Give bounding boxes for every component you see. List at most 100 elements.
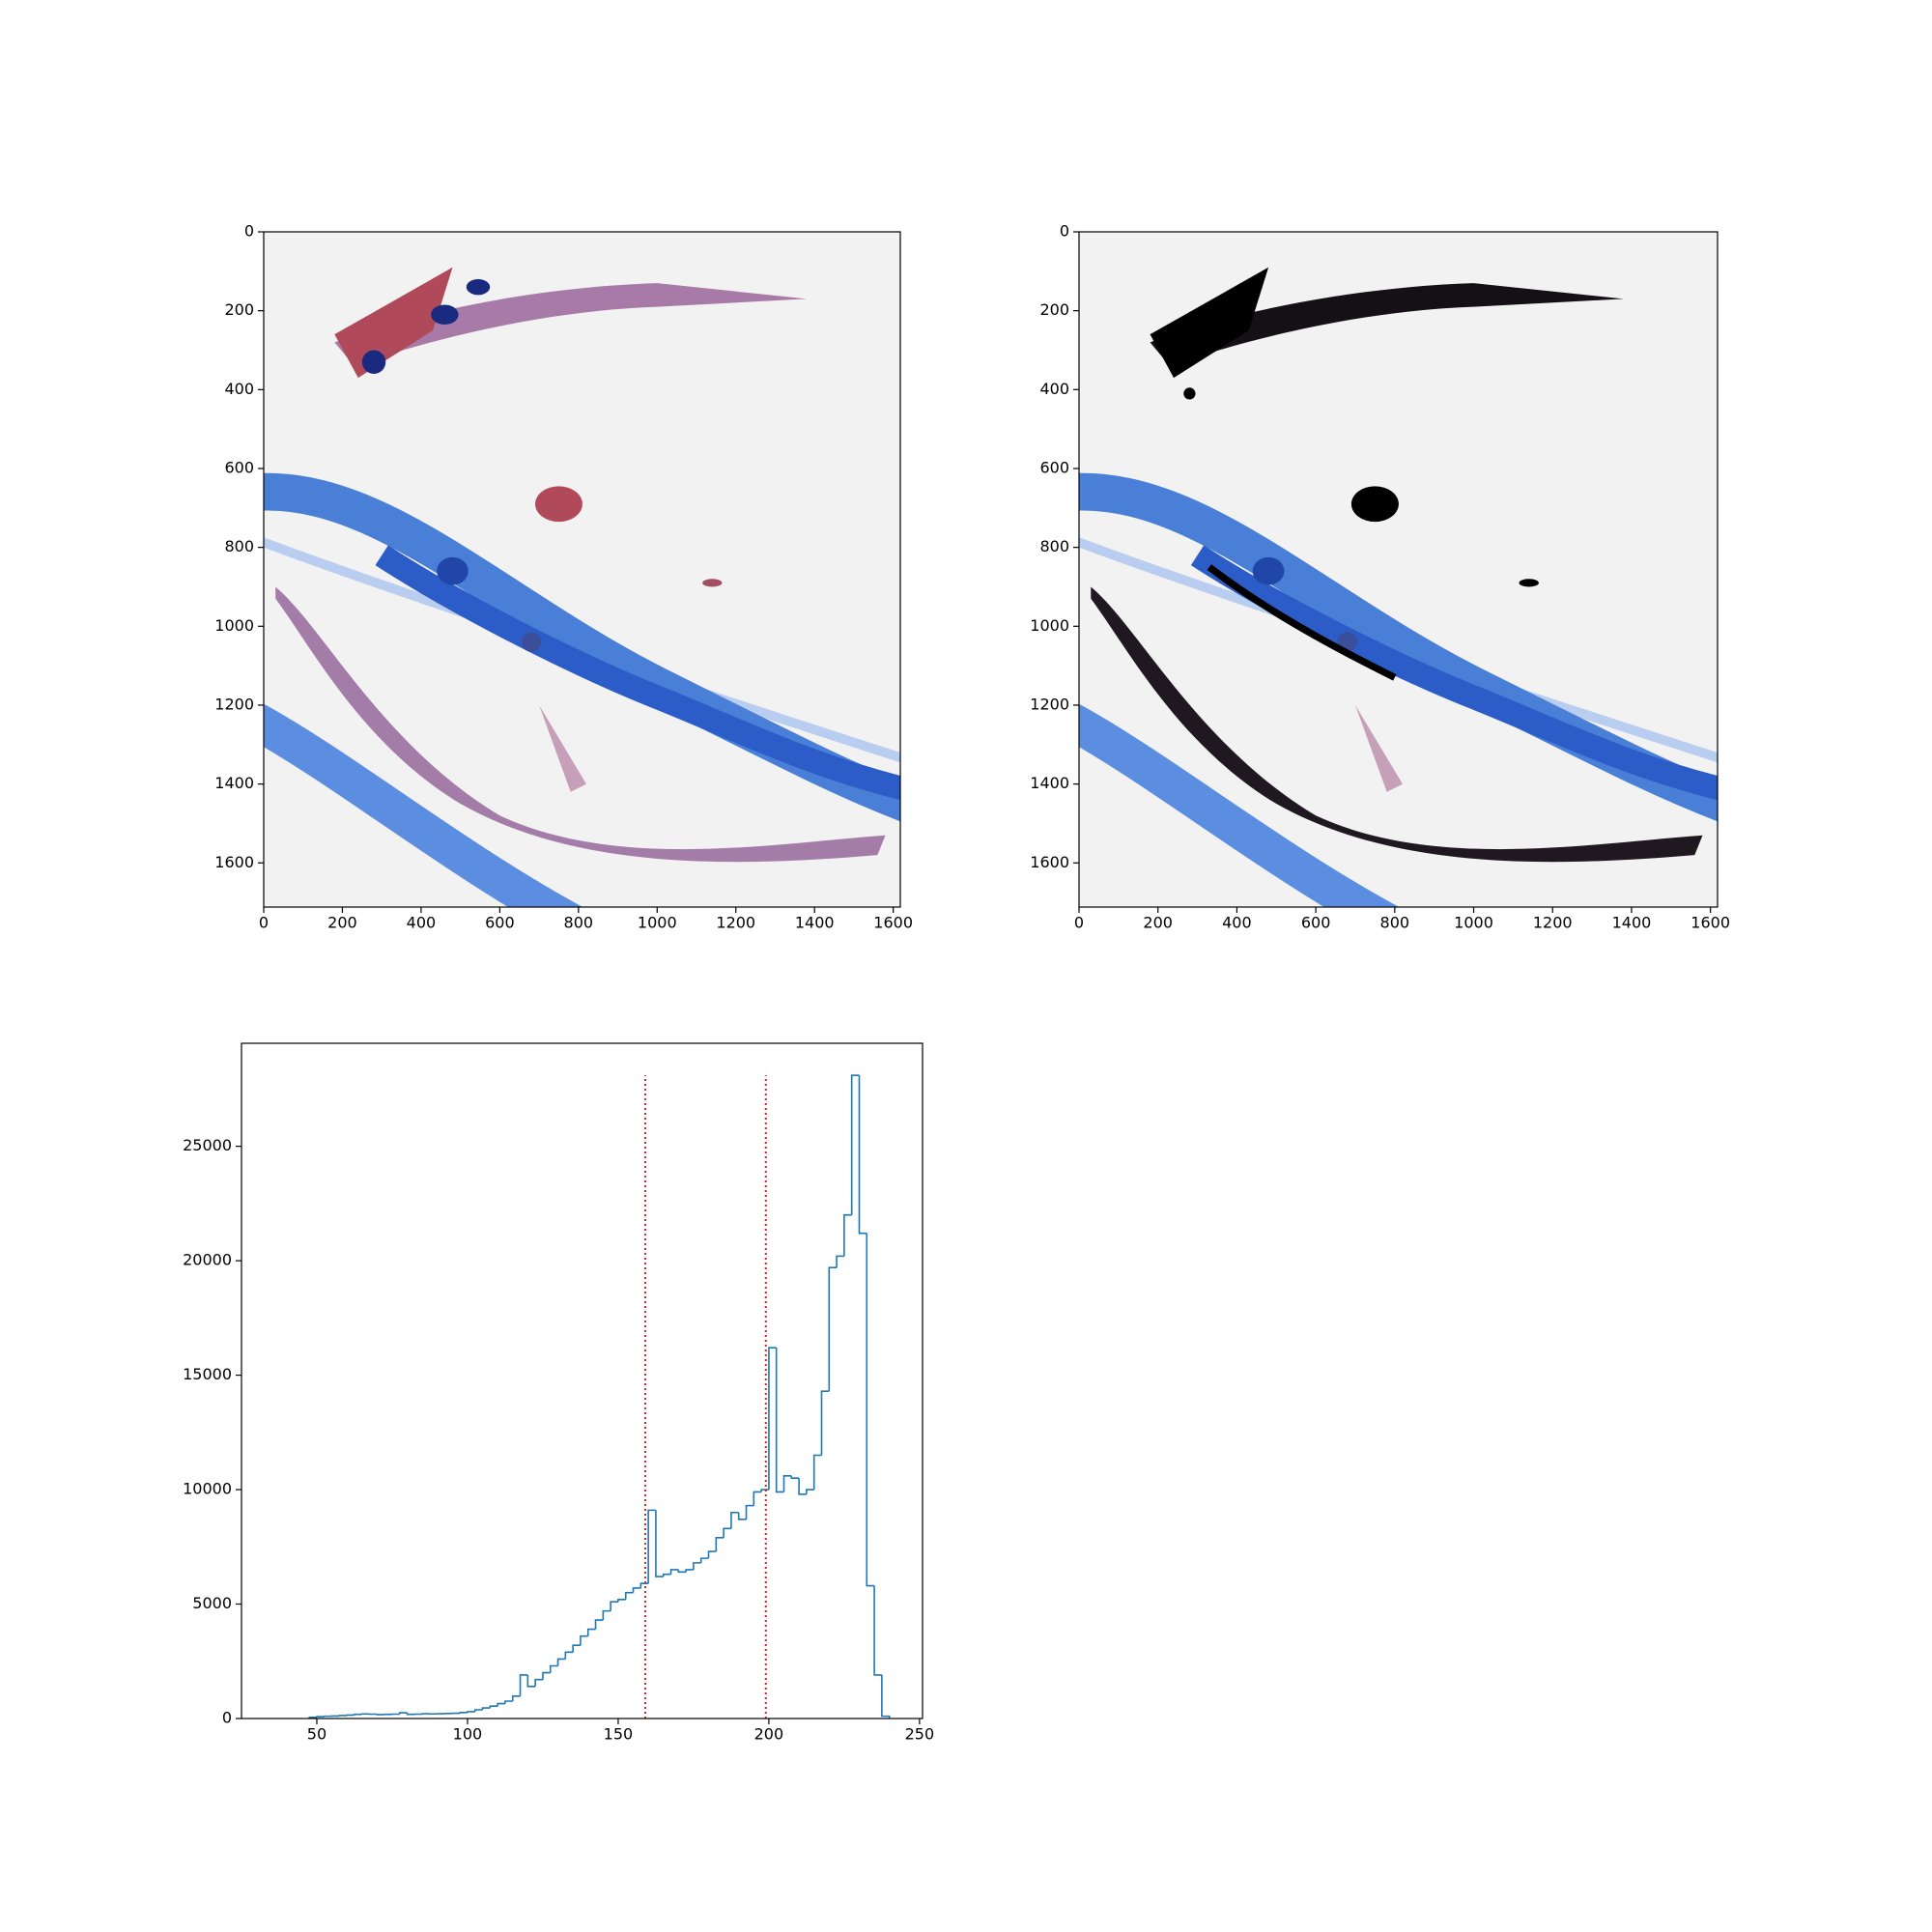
x-tick-label: 200: [1143, 914, 1173, 932]
histogram-step: [459, 1712, 468, 1714]
x-tick-label: 1400: [795, 914, 835, 932]
y-tick-label: 400: [1039, 380, 1069, 398]
histogram-step: [624, 1591, 634, 1600]
histogram-step: [586, 1628, 596, 1636]
x-tick-label: 1600: [873, 914, 913, 932]
histogram-step: [534, 1678, 543, 1687]
histogram-step: [737, 1512, 747, 1520]
image-panel: [1060, 213, 1739, 930]
histogram-step: [617, 1598, 626, 1603]
x-tick-label: 800: [1380, 914, 1410, 932]
histogram-step: [775, 1348, 784, 1493]
y-tick-label: 1400: [214, 774, 254, 792]
histogram-step: [398, 1712, 408, 1715]
histogram-step: [768, 1347, 777, 1491]
histogram-step: [580, 1634, 588, 1646]
x-tick-label: 1600: [1690, 914, 1730, 932]
y-tick-label: 5000: [192, 1594, 232, 1612]
histogram-step: [639, 1582, 649, 1588]
x-tick-label: 600: [485, 914, 515, 932]
x-tick-label: 1000: [1454, 914, 1493, 932]
histogram-step: [594, 1619, 604, 1630]
histogram-step: [467, 1711, 475, 1713]
histogram-step: [504, 1700, 513, 1704]
histogram-step: [798, 1478, 807, 1495]
histogram-step: [699, 1557, 709, 1563]
histogram-step: [354, 1713, 362, 1716]
histogram-step: [655, 1510, 664, 1577]
histogram-step: [511, 1694, 521, 1701]
micrograph: [1060, 213, 1739, 930]
y-tick-label: 1400: [1030, 774, 1069, 792]
x-tick-label: 250: [905, 1725, 935, 1744]
x-tick-label: 1400: [1612, 914, 1652, 932]
y-tick-label: 25000: [183, 1136, 232, 1154]
y-tick-label: 15000: [183, 1365, 232, 1383]
histogram-step: [406, 1713, 415, 1716]
histogram-step: [707, 1550, 717, 1559]
x-tick-label: 1200: [1533, 914, 1573, 932]
y-tick-label: 1000: [214, 616, 254, 635]
histogram-step: [745, 1504, 754, 1520]
histogram-step: [542, 1671, 551, 1680]
histogram-step: [715, 1537, 724, 1552]
image-panel: [244, 213, 922, 930]
x-tick-label: 400: [1222, 914, 1252, 932]
histogram-step: [489, 1705, 498, 1709]
y-tick-label: 200: [224, 300, 254, 319]
histogram-step: [806, 1489, 814, 1494]
y-tick-label: 600: [1039, 458, 1069, 476]
histogram-step: [782, 1475, 792, 1492]
histogram-step: [647, 1509, 656, 1584]
histogram-step: [753, 1491, 762, 1506]
histogram-step: [866, 1233, 875, 1587]
x-tick-label: 0: [259, 914, 269, 932]
histogram-step: [526, 1674, 536, 1688]
histogram-step: [836, 1255, 844, 1268]
x-tick-label: 600: [1301, 914, 1331, 932]
x-tick-label: 150: [604, 1725, 634, 1744]
x-tick-label: 400: [407, 914, 437, 932]
y-tick-label: 1600: [214, 853, 254, 871]
histogram-step: [602, 1609, 611, 1621]
histogram-step: [610, 1601, 618, 1611]
histogram-step: [556, 1658, 566, 1666]
histogram-step: [730, 1511, 739, 1529]
histogram-step: [519, 1674, 528, 1696]
micrograph: [244, 213, 922, 930]
y-tick-label: 10000: [183, 1480, 232, 1498]
y-tick-label: 600: [224, 458, 254, 476]
histogram-step: [481, 1707, 491, 1710]
histogram-step: [685, 1569, 694, 1573]
x-tick-label: 800: [564, 914, 594, 932]
histogram-step: [693, 1562, 701, 1570]
x-tick-label: 1200: [716, 914, 755, 932]
histogram-step: [572, 1644, 581, 1653]
x-tick-label: 50: [307, 1725, 327, 1744]
histogram-step: [850, 1074, 860, 1215]
y-tick-label: 400: [224, 380, 254, 398]
y-tick-label: 200: [1039, 300, 1069, 319]
axes-frame: [1078, 231, 1719, 908]
histogram-step: [812, 1454, 822, 1491]
histogram-step: [632, 1587, 641, 1593]
histogram-step: [820, 1390, 830, 1456]
y-tick-label: 1200: [1030, 695, 1069, 713]
axes-frame: [263, 231, 901, 908]
y-tick-label: 1200: [214, 695, 254, 713]
y-tick-label: 1000: [1030, 616, 1069, 635]
histogram-step: [881, 1674, 891, 1719]
histogram-step: [677, 1569, 687, 1574]
histogram-step: [473, 1709, 483, 1712]
y-tick-label: 800: [1039, 537, 1069, 555]
histogram-step: [662, 1573, 671, 1577]
histogram-step: [873, 1585, 882, 1676]
x-tick-label: 200: [327, 914, 357, 932]
histogram-step: [669, 1569, 679, 1575]
x-tick-label: 100: [453, 1725, 483, 1744]
y-tick-label: 0: [244, 222, 254, 241]
histogram-step: [858, 1075, 867, 1235]
histogram-step: [549, 1664, 558, 1673]
y-tick-label: 0: [222, 1709, 232, 1727]
